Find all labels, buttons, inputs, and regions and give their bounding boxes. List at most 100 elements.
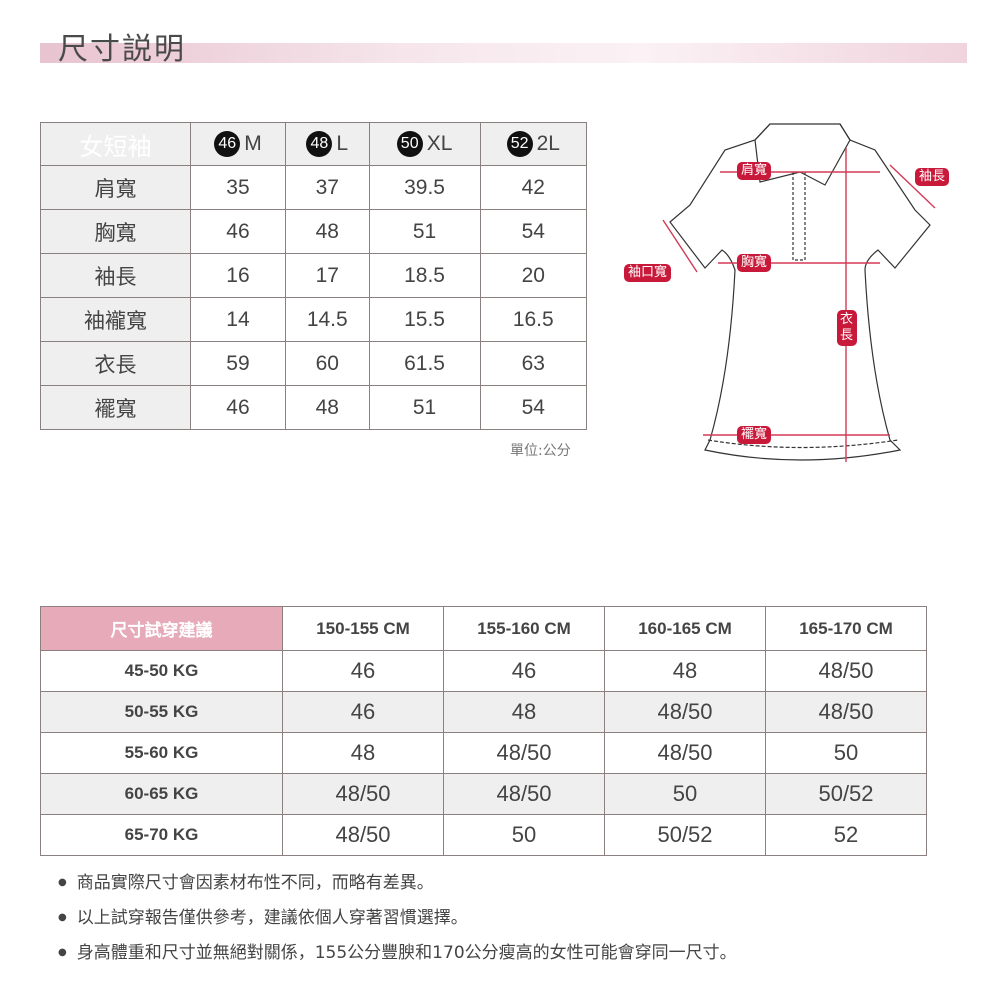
size-label: M bbox=[244, 132, 262, 155]
size-recommendation: 50 bbox=[765, 732, 927, 774]
size-table: 女短袖 46 M 48 L 50 XL 52 2L 肩寬 35 37 39.5 42 胸寬 46 48 51 54 袖… bbox=[40, 122, 588, 430]
measurement-cell: 14.5 bbox=[284, 297, 370, 342]
table-row: 袖襱寬 14 14.5 15.5 16.5 bbox=[40, 297, 588, 342]
size-column-header: 48 L bbox=[284, 122, 370, 166]
table-row: 袖長 16 17 18.5 20 bbox=[40, 253, 588, 298]
measurement-cell: 18.5 bbox=[368, 253, 481, 298]
measurement-cell: 16 bbox=[190, 253, 286, 298]
title-bar bbox=[40, 43, 967, 63]
size-recommendation: 48/50 bbox=[604, 732, 766, 774]
size-recommendation: 48/50 bbox=[443, 773, 605, 815]
note: 身高體重和尺寸並無絕對關係，155公分豐腴和170公分瘦高的女性可能會穿同一尺寸… bbox=[58, 938, 737, 973]
size-header-row: 女短袖 46 M 48 L 50 XL 52 2L bbox=[40, 122, 588, 166]
table-row: 襬寬 46 48 51 54 bbox=[40, 385, 588, 430]
measurement-cell: 46 bbox=[190, 385, 286, 430]
measurement-cell: 51 bbox=[368, 385, 481, 430]
fit-table: 尺寸試穿建議 150-155 CM 155-160 CM 160-165 CM 165-… bbox=[40, 606, 927, 856]
row-label: 胸寬 bbox=[40, 209, 191, 254]
size-recommendation: 48/50 bbox=[765, 691, 927, 733]
weight-label: 50-55 KG bbox=[40, 691, 283, 733]
table-row: 55-60 KG 48 48/50 48/50 50 bbox=[40, 732, 927, 774]
size-recommendation: 48/50 bbox=[604, 691, 766, 733]
measurement-cell: 51 bbox=[368, 209, 481, 254]
size-number-badge: 50 bbox=[396, 131, 423, 157]
height-column-header: 160-165 CM bbox=[604, 606, 766, 651]
size-label: 2L bbox=[536, 132, 560, 155]
size-recommendation: 50 bbox=[443, 814, 605, 856]
size-recommendation: 48/50 bbox=[282, 773, 444, 815]
row-label: 袖長 bbox=[40, 253, 191, 298]
table-row: 肩寬 35 37 39.5 42 bbox=[40, 165, 588, 210]
weight-label: 45-50 KG bbox=[40, 650, 283, 692]
size-recommendation: 48 bbox=[443, 691, 605, 733]
measurement-cell: 46 bbox=[190, 209, 286, 254]
measurement-cell: 16.5 bbox=[479, 297, 588, 342]
measurement-cell: 60 bbox=[284, 341, 370, 386]
label-sleeve: 袖長 bbox=[915, 168, 950, 186]
size-recommendation: 48/50 bbox=[443, 732, 605, 774]
measurement-cell: 15.5 bbox=[368, 297, 481, 342]
measurement-cell: 14 bbox=[190, 297, 286, 342]
label-hem: 襬寬 bbox=[737, 426, 772, 444]
measurement-cell: 20 bbox=[479, 253, 588, 298]
row-label: 襬寬 bbox=[40, 385, 191, 430]
fit-header-row: 尺寸試穿建議 150-155 CM 155-160 CM 160-165 CM 165-… bbox=[40, 606, 927, 651]
measurement-cell: 54 bbox=[479, 385, 588, 430]
table-row: 胸寬 46 48 51 54 bbox=[40, 209, 588, 254]
size-recommendation: 48/50 bbox=[765, 650, 927, 692]
measurement-cell: 42 bbox=[479, 165, 588, 210]
measurement-cell: 48 bbox=[284, 209, 370, 254]
unit-label: 單位:公分 bbox=[510, 443, 571, 459]
measurement-cell: 61.5 bbox=[368, 341, 481, 386]
shirt-diagram: 肩寬 袖長 袖口寬 胸寬 衣長 襬寬 bbox=[600, 110, 970, 470]
size-recommendation: 48 bbox=[282, 732, 444, 774]
weight-label: 65-70 KG bbox=[40, 814, 283, 856]
size-recommendation: 52 bbox=[765, 814, 927, 856]
note: 以上試穿報告僅供參考，建議依個人穿著習慣選擇。 bbox=[58, 903, 737, 938]
size-number-badge: 52 bbox=[506, 131, 533, 157]
measurement-cell: 54 bbox=[479, 209, 588, 254]
notes-list: 商品實際尺寸會因素材布性不同，而略有差異。 以上試穿報告僅供參考，建議依個人穿著… bbox=[58, 868, 737, 973]
measurement-cell: 39.5 bbox=[368, 165, 481, 210]
size-recommendation: 46 bbox=[443, 650, 605, 692]
label-cuff: 袖口寬 bbox=[624, 264, 672, 282]
label-chest: 胸寬 bbox=[737, 254, 772, 272]
label-shoulder: 肩寬 bbox=[737, 162, 772, 180]
size-number-badge: 46 bbox=[214, 131, 241, 157]
row-label: 袖襱寬 bbox=[40, 297, 191, 342]
measurement-cell: 37 bbox=[284, 165, 370, 210]
table-header: 女短袖 bbox=[40, 122, 191, 166]
size-recommendation: 46 bbox=[282, 650, 444, 692]
height-column-header: 165-170 CM bbox=[765, 606, 927, 651]
size-label: XL bbox=[426, 132, 453, 155]
size-recommendation: 46 bbox=[282, 691, 444, 733]
size-number-badge: 48 bbox=[306, 131, 333, 157]
row-label: 衣長 bbox=[40, 341, 191, 386]
table-row: 衣長 59 60 61.5 63 bbox=[40, 341, 588, 386]
height-column-header: 155-160 CM bbox=[443, 606, 605, 651]
note: 商品實際尺寸會因素材布性不同，而略有差異。 bbox=[58, 868, 737, 903]
size-recommendation: 50/52 bbox=[604, 814, 766, 856]
weight-label: 60-65 KG bbox=[40, 773, 283, 815]
size-column-header: 52 2L bbox=[479, 122, 588, 166]
measurement-cell: 59 bbox=[190, 341, 286, 386]
table-row: 50-55 KG 46 48 48/50 48/50 bbox=[40, 691, 927, 733]
size-recommendation: 50/52 bbox=[765, 773, 927, 815]
size-recommendation: 50 bbox=[604, 773, 766, 815]
size-recommendation: 48/50 bbox=[282, 814, 444, 856]
label-length: 衣長 bbox=[837, 310, 857, 346]
page-title: 尺寸説明 bbox=[58, 32, 186, 67]
size-recommendation: 48 bbox=[604, 650, 766, 692]
table-row: 65-70 KG 48/50 50 50/52 52 bbox=[40, 814, 927, 856]
row-label: 肩寬 bbox=[40, 165, 191, 210]
height-column-header: 150-155 CM bbox=[282, 606, 444, 651]
table-row: 45-50 KG 46 46 48 48/50 bbox=[40, 650, 927, 692]
size-column-header: 50 XL bbox=[368, 122, 481, 166]
measurement-cell: 35 bbox=[190, 165, 286, 210]
measurement-cell: 48 bbox=[284, 385, 370, 430]
weight-label: 55-60 KG bbox=[40, 732, 283, 774]
table-header: 尺寸試穿建議 bbox=[40, 606, 283, 651]
size-column-header: 46 M bbox=[190, 122, 286, 166]
measurement-cell: 63 bbox=[479, 341, 588, 386]
measurement-cell: 17 bbox=[284, 253, 370, 298]
